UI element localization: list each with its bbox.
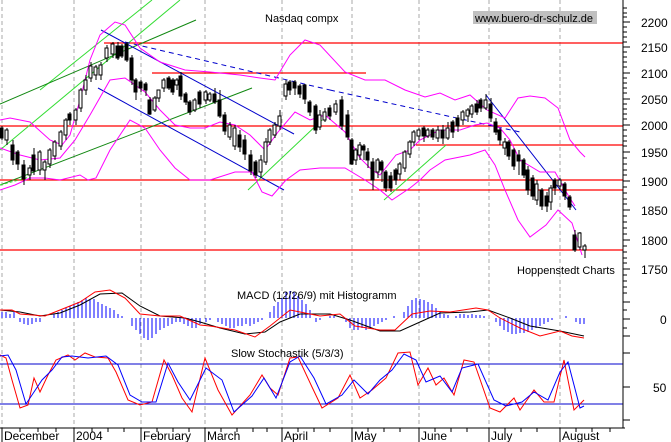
tick-2100: 2100 [641, 67, 668, 81]
month-december: December [4, 429, 59, 442]
month-2004: 2004 [76, 429, 103, 442]
signal-line [0, 289, 585, 339]
macd-histogram [1, 291, 585, 340]
candlesticks [0, 42, 587, 258]
source-label: Hoppenstedt Charts [517, 265, 615, 277]
tick-2000: 2000 [641, 119, 668, 133]
stochastic-panel: Slow Stochastik (5/3/3) [0, 348, 623, 416]
green-trendlines [0, 0, 447, 201]
tick-stoch-50: 50 [653, 381, 667, 395]
month-august: August [562, 429, 600, 442]
month-april: April [284, 429, 308, 442]
month-february: February [143, 429, 191, 442]
chart-title: Nasdaq compx [265, 13, 339, 25]
tick-2200: 2200 [641, 16, 668, 30]
tick-macd-0: 0 [660, 313, 667, 327]
tick-2150: 2150 [641, 41, 668, 55]
tick-1800: 1800 [641, 234, 668, 248]
stoch-d [0, 353, 585, 413]
month-june: June [421, 429, 447, 442]
macd-line [0, 292, 585, 337]
time-axis: December 2004 February March April May J… [0, 427, 625, 442]
macd-panel: MACD (12/26/9) mit Histogramm [0, 289, 585, 340]
tick-1750: 1750 [641, 263, 668, 277]
tick-2050: 2050 [641, 93, 668, 107]
month-march: March [207, 429, 240, 442]
watermark: www.buero-dr-schulz.de [474, 13, 593, 25]
stoch-k [0, 351, 585, 416]
tick-1850: 1850 [641, 204, 668, 218]
price-axis: 2200 2150 2100 2050 2000 1950 1900 1850 … [622, 0, 668, 428]
month-may: May [354, 429, 377, 442]
bollinger-bands [0, 21, 586, 256]
tick-1950: 1950 [641, 146, 668, 160]
tick-1900: 1900 [641, 175, 668, 189]
stoch-label: Slow Stochastik (5/3/3) [231, 348, 344, 360]
watermark-bg [473, 11, 597, 24]
month-july: July [491, 429, 512, 442]
macd-label: MACD (12/26/9) mit Histogramm [237, 290, 397, 302]
horizontal-levels [0, 42, 623, 251]
